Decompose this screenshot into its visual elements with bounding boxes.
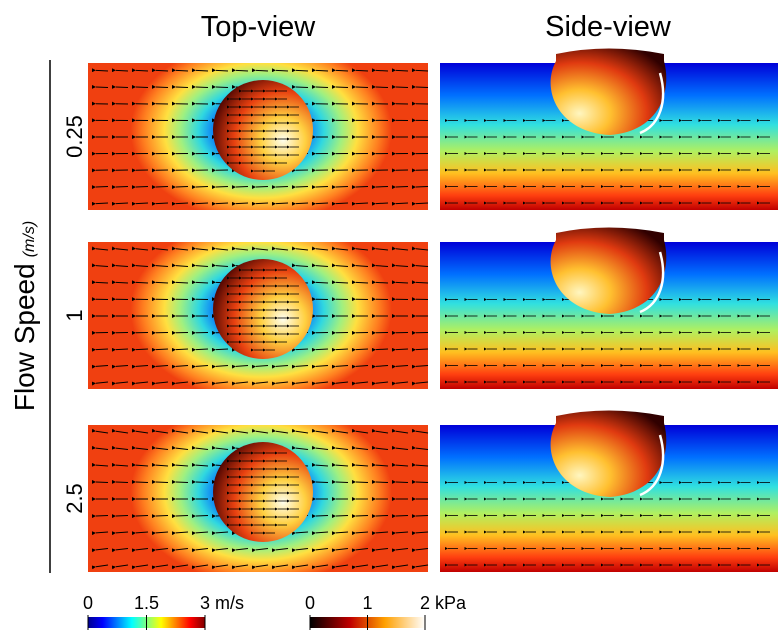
flow-arrow [96,70,108,71]
flow-arrow [176,70,188,71]
flow-arrow [316,282,328,283]
flow-arrow [216,70,228,71]
flow-arrow [136,70,148,71]
flow-arrow [116,282,128,283]
flow-arrow [236,70,248,71]
flow-arrow [356,70,368,71]
flow-arrow [276,70,288,71]
column-title: Top-view [201,11,316,43]
row-label: 1 [62,309,87,321]
flow-arrow [396,282,408,283]
flow-arrow [376,282,388,283]
flow-arrow [96,349,108,350]
flow-arrow [196,70,208,71]
axis-label-text: Flow Speed [9,263,40,411]
flow-arrow [416,282,428,283]
flow-arrow [396,349,408,350]
flow-arrow [316,70,328,71]
flow-arrow [176,349,188,350]
flow-arrow [136,203,148,204]
flow-arrow [396,203,408,204]
flow-arrow [96,282,108,283]
sphere [213,442,313,542]
column-title: Side-view [545,11,672,43]
axis-label: Flow Speed (m/s) [9,221,40,411]
flow-arrow [196,203,208,204]
flow-arrow [196,282,208,283]
colorbar-unit: m/s [215,593,244,613]
flow-arrow [96,203,108,204]
sphere [213,80,313,180]
flow-arrow [316,349,328,350]
colorbar-tick-label: 1.5 [134,593,159,613]
flow-arrow [176,203,188,204]
sphere [213,259,313,359]
flow-arrow [196,349,208,350]
colorbar-tick-label: 2 [420,593,430,613]
flow-arrow [296,349,308,350]
flow-arrow [336,282,348,283]
flow-arrow [376,203,388,204]
flow-arrow [216,349,228,350]
flow-arrow [376,349,388,350]
axis-unit: (m/s) [21,221,38,257]
flow-arrow [336,203,348,204]
row-label: 0.25 [62,115,87,158]
flow-arrow [136,282,148,283]
flow-arrow [336,349,348,350]
flow-arrow [416,349,428,350]
flow-arrow [416,70,428,71]
colorbar-tick-label: 3 [200,593,210,613]
flow-arrow [296,203,308,204]
flow-arrow [216,203,228,204]
flow-arrow [356,282,368,283]
flow-arrow [236,203,248,204]
flow-arrow [156,203,168,204]
colorbar-tick-label: 0 [305,593,315,613]
flow-arrow [316,203,328,204]
flow-arrow [136,349,148,350]
flow-arrow [276,203,288,204]
flow-arrow [256,70,268,71]
row-label: 2.5 [62,483,87,514]
flow-arrow [416,203,428,204]
flow-arrow [116,349,128,350]
colorbar-tick-label: 0 [83,593,93,613]
flow-arrow [296,70,308,71]
colorbar-unit: kPa [435,593,467,613]
flow-arrow [376,70,388,71]
flow-arrow [356,349,368,350]
flow-arrow [396,70,408,71]
figure: Top-view Side-view Flow Speed (m/s) 0.25 1… [0,0,779,630]
flow-arrow [156,349,168,350]
flow-arrow [336,70,348,71]
flow-arrow [156,282,168,283]
flow-arrow [116,203,128,204]
flow-arrow [116,70,128,71]
colorbar-tick-label: 1 [362,593,372,613]
flow-arrow [356,203,368,204]
flow-arrow [156,70,168,71]
flow-arrow [176,282,188,283]
flow-arrow [256,203,268,204]
